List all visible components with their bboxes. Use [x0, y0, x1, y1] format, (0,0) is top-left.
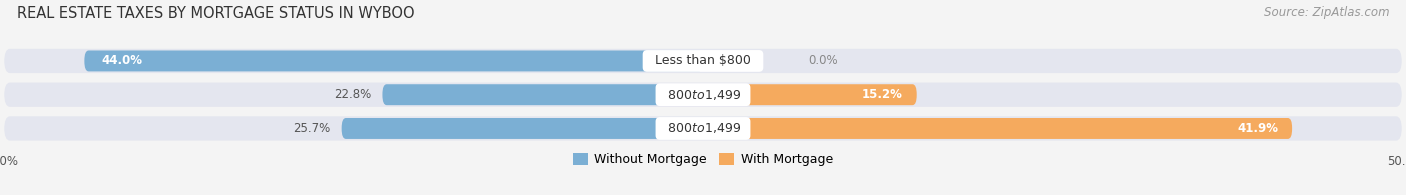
FancyBboxPatch shape: [4, 82, 1402, 107]
Text: $800 to $1,499: $800 to $1,499: [659, 88, 747, 102]
Text: 44.0%: 44.0%: [101, 54, 142, 67]
Text: 0.0%: 0.0%: [808, 54, 838, 67]
FancyBboxPatch shape: [342, 118, 703, 139]
FancyBboxPatch shape: [703, 118, 1292, 139]
FancyBboxPatch shape: [84, 51, 703, 71]
FancyBboxPatch shape: [4, 116, 1402, 141]
Legend: Without Mortgage, With Mortgage: Without Mortgage, With Mortgage: [574, 153, 832, 166]
FancyBboxPatch shape: [703, 84, 917, 105]
Text: 41.9%: 41.9%: [1237, 122, 1278, 135]
Text: REAL ESTATE TAXES BY MORTGAGE STATUS IN WYBOO: REAL ESTATE TAXES BY MORTGAGE STATUS IN …: [17, 6, 415, 21]
Text: 15.2%: 15.2%: [862, 88, 903, 101]
FancyBboxPatch shape: [382, 84, 703, 105]
FancyBboxPatch shape: [4, 49, 1402, 73]
Text: 25.7%: 25.7%: [294, 122, 330, 135]
Text: 22.8%: 22.8%: [335, 88, 371, 101]
Text: Less than $800: Less than $800: [647, 54, 759, 67]
Text: Source: ZipAtlas.com: Source: ZipAtlas.com: [1264, 6, 1389, 19]
Text: $800 to $1,499: $800 to $1,499: [659, 121, 747, 136]
